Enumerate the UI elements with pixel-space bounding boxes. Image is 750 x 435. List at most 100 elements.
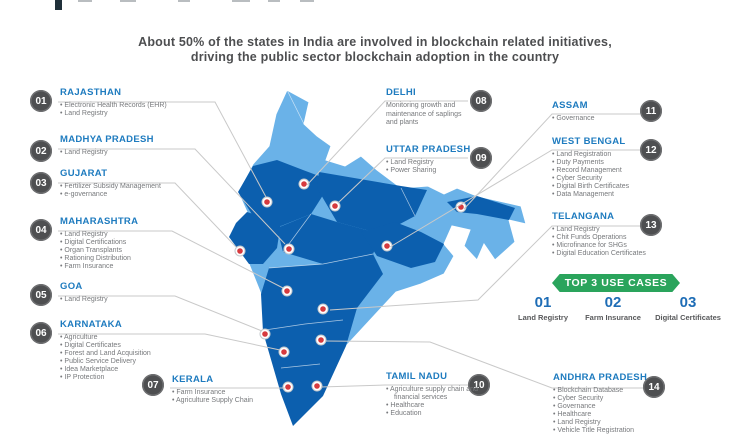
callout-tamil-nadu: TAMIL NADU Agriculture supply chain and …: [386, 372, 481, 418]
state-initiatives: Governance: [552, 115, 692, 123]
state-name: KARNATAKA: [60, 319, 122, 330]
use-case-2: 02 Farm Insurance: [578, 295, 648, 323]
initiative-item: Microfinance for SHGs: [552, 242, 692, 250]
callout-kerala: KERALA Farm Insurance Agriculture Supply…: [172, 375, 292, 405]
initiative-item: Land Registry: [552, 226, 692, 234]
badge-gujarat: 03: [30, 172, 52, 194]
map-pin-gujarat: [234, 245, 246, 257]
initiative-item: Public Service Delivery: [60, 358, 228, 366]
map-pin-maharashtra: [281, 285, 293, 297]
india-map: [228, 89, 527, 427]
callout-maharashtra: MAHARASHTRA Land Registry Digital Certif…: [60, 217, 228, 271]
initiative-item: Vehicle Title Registration: [553, 427, 693, 435]
callout-madhya-pradesh: MADHYA PRADESH Land Registry: [60, 135, 228, 157]
page-title: About 50% of the states in India are inv…: [0, 35, 750, 64]
region-assam: [447, 196, 515, 220]
map-pin-delhi: [298, 178, 310, 190]
initiative-item: Power Sharing: [386, 167, 474, 175]
initiative-item: IP Protection: [60, 374, 228, 382]
state-name: GOA: [60, 281, 83, 292]
state-name: TAMIL NADU: [386, 371, 448, 382]
state-initiatives: Land Registry Power Sharing: [386, 159, 474, 175]
connector-uttar-pradesh: [337, 157, 468, 204]
initiative-item: Cyber Security: [553, 395, 693, 403]
use-case-3: 03 Digital Certificates: [648, 295, 728, 323]
badge-uttar-pradesh: 09: [470, 147, 492, 169]
initiative-item: Governance: [552, 115, 692, 123]
state-initiatives: Electronic Health Records (EHR) Land Reg…: [60, 102, 228, 118]
initiative-item: Digital Birth Certificates: [552, 183, 692, 191]
cropped-heading-remnant: [55, 0, 62, 10]
state-name: WEST BENGAL: [552, 136, 626, 147]
initiative-item: Digital Certificates: [60, 342, 228, 350]
map-pin-uttar-pradesh: [329, 200, 341, 212]
connector-assam: [463, 113, 640, 210]
cropped-heading-remnant: [232, 0, 250, 2]
initiative-item: Healthcare: [386, 402, 481, 410]
state-name: KERALA: [172, 374, 214, 385]
map-pin-goa: [259, 328, 271, 340]
callout-rajasthan: RAJASTHAN Electronic Health Records (EHR…: [60, 88, 228, 118]
initiative-item: e-governance: [60, 191, 228, 199]
state-initiatives: Fertilizer Subsidy Management e-governan…: [60, 183, 228, 199]
map-pin-madhya-pradesh: [283, 243, 295, 255]
badge-maharashtra: 04: [30, 219, 52, 241]
state-name: ANDHRA PRADESH: [553, 372, 648, 383]
initiative-item: Education: [386, 410, 481, 418]
state-initiatives: Land Registry Chit Funds Operations Micr…: [552, 226, 692, 258]
badge-delhi: 08: [470, 90, 492, 112]
state-initiatives: Blockchain Database Cyber Security Gover…: [553, 387, 693, 435]
initiative-item: Duty Payments: [552, 159, 692, 167]
map-pins: [234, 178, 467, 393]
initiative-item: Record Management: [552, 167, 692, 175]
initiative-item: Land Registry: [60, 149, 228, 157]
initiative-item: Land Registry: [60, 110, 228, 118]
initiative-item: Chit Funds Operations: [552, 234, 692, 242]
state-name: UTTAR PRADESH: [386, 144, 471, 155]
initiative-item: Data Management: [552, 191, 692, 199]
use-case-label: Digital Certificates: [655, 313, 721, 322]
initiative-item: Governance: [553, 403, 693, 411]
region-rajasthan: [238, 160, 325, 226]
badge-madhya-pradesh: 02: [30, 140, 52, 162]
initiative-item: Land Registry: [553, 419, 693, 427]
state-name: RAJASTHAN: [60, 87, 122, 98]
callout-west-bengal: WEST BENGAL Land Registration Duty Payme…: [552, 137, 692, 199]
connector-tamil-nadu: [320, 384, 468, 388]
map-pin-rajasthan: [261, 196, 273, 208]
state-initiatives: Farm Insurance Agriculture Supply Chain: [172, 389, 292, 405]
callout-goa: GOA Land Registry: [60, 282, 228, 304]
use-case-label: Land Registry: [517, 313, 568, 322]
map-pin-andhra-pradesh: [315, 334, 327, 346]
connector-west-bengal: [389, 149, 640, 248]
connector-delhi: [306, 100, 468, 186]
cropped-heading-remnant: [78, 0, 92, 2]
badge-goa: 05: [30, 284, 52, 306]
initiative-item: Farm Insurance: [60, 263, 228, 271]
top-use-cases-banner: TOP 3 USE CASES: [552, 274, 680, 292]
cropped-heading-remnant: [300, 0, 314, 2]
cropped-heading-remnant: [268, 0, 280, 2]
map-pin-assam: [455, 201, 467, 213]
initiative-item: Digital Certifications: [60, 239, 228, 247]
initiative-item: Land Registry: [60, 296, 228, 304]
page-title-line2: driving the public sector blockchain ado…: [190, 49, 560, 64]
initiative-item: Land Registry: [386, 159, 474, 167]
state-initiatives: Land Registry Digital Certifications Org…: [60, 231, 228, 271]
initiative-item: Idea Marketplace: [60, 366, 228, 374]
initiative-item: Agriculture: [60, 334, 228, 342]
callout-uttar-pradesh: UTTAR PRADESH Land Registry Power Sharin…: [386, 145, 474, 175]
initiative-item: Land Registry: [60, 231, 228, 239]
state-name: ASSAM: [552, 100, 588, 111]
use-case-number: 01: [534, 294, 552, 311]
cropped-heading-remnant: [178, 0, 190, 2]
initiative-item: Fertilizer Subsidy Management: [60, 183, 228, 191]
state-initiatives: Agriculture Digital Certificates Forest …: [60, 334, 228, 382]
initiative-item: Blockchain Database: [553, 387, 693, 395]
map-pin-west-bengal: [381, 240, 393, 252]
initiative-item: Electronic Health Records (EHR): [60, 102, 228, 110]
badge-karnataka: 06: [30, 322, 52, 344]
map-pin-telangana: [317, 303, 329, 315]
initiative-item: Forest and Land Acquisition: [60, 350, 228, 358]
initiative-item: Organ Transplants: [60, 247, 228, 255]
